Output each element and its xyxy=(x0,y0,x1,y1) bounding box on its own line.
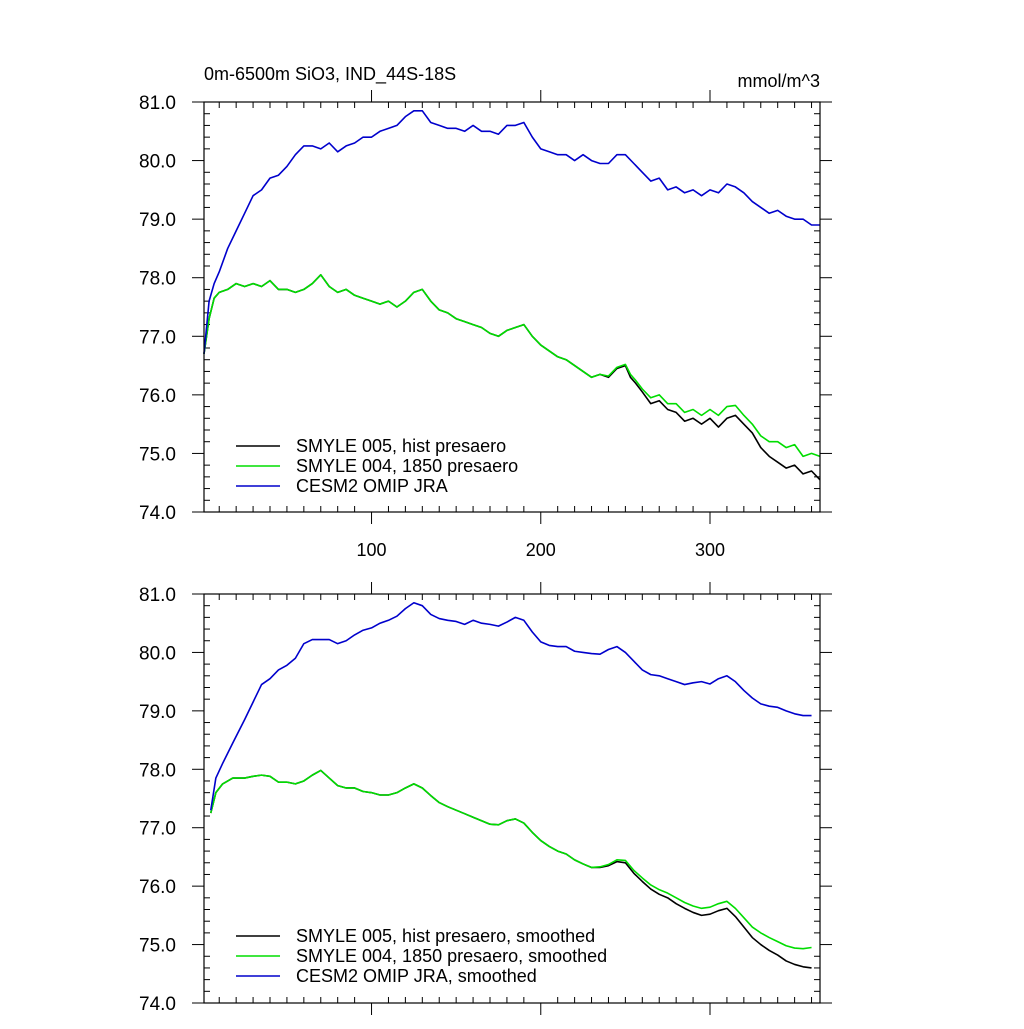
y-tick-label: 76.0 xyxy=(139,386,176,407)
top-panel: 0m-6500m SiO3, IND_44S-18S mmol/m^3 100 200… xyxy=(139,64,832,560)
y-tick-label: 76.0 xyxy=(139,877,176,898)
y-tick-label: 75.0 xyxy=(139,936,176,957)
legend-entry: SMYLE 005, hist presaero xyxy=(296,436,506,456)
y-tick-label: 78.0 xyxy=(139,269,176,290)
bottom-panel: 74.0 75.0 76.0 77.0 78.0 79.0 80.0 81.0 SMYLE 00… xyxy=(139,582,832,1015)
units-label: mmol/m^3 xyxy=(738,71,820,91)
x-tick-label: 200 xyxy=(526,540,556,560)
y-tick-label: 79.0 xyxy=(139,210,176,231)
series-line-2 xyxy=(209,601,812,811)
plot-frame xyxy=(203,101,821,513)
y-tick-label: 79.0 xyxy=(139,702,176,723)
series-line-2 xyxy=(203,109,820,354)
legend-entry: CESM2 OMIP JRA, smoothed xyxy=(296,966,537,986)
series-line-1 xyxy=(203,273,821,458)
y-tick-label: 77.0 xyxy=(139,327,176,348)
chart-title: 0m-6500m SiO3, IND_44S-18S xyxy=(204,64,456,85)
y-tick-label: 78.0 xyxy=(139,760,176,781)
y-tick-label: 81.0 xyxy=(139,585,176,606)
y-tick-label: 80.0 xyxy=(139,643,176,664)
y-tick-label: 75.0 xyxy=(139,444,176,465)
y-tick-label: 74.0 xyxy=(139,994,176,1015)
legend-entry: SMYLE 005, hist presaero, smoothed xyxy=(296,926,595,946)
plot-frame xyxy=(203,593,821,1004)
x-tick-label: 300 xyxy=(695,540,725,560)
y-tick-label: 80.0 xyxy=(139,152,176,173)
y-tick-label: 81.0 xyxy=(139,93,176,114)
y-tick-label: 74.0 xyxy=(139,503,176,524)
y-tick-label: 77.0 xyxy=(139,819,176,840)
x-tick-label: 100 xyxy=(357,540,387,560)
legend-entry: SMYLE 004, 1850 presaero xyxy=(296,456,518,476)
series-line-1 xyxy=(209,769,812,950)
legend-entry: CESM2 OMIP JRA xyxy=(296,476,448,496)
legend-entry: SMYLE 004, 1850 presaero, smoothed xyxy=(296,946,607,966)
